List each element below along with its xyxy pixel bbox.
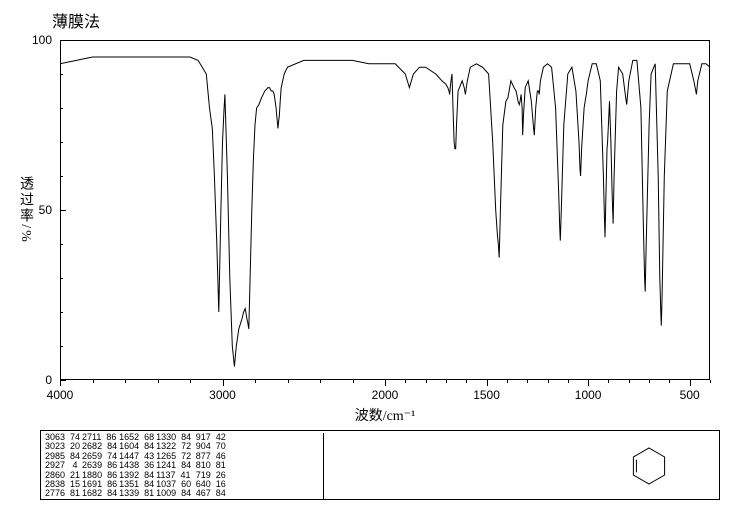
spectrum-figure: 薄膜法 透过率/% 波数/cm⁻¹ 4000300020001500100050…	[0, 0, 738, 510]
y-tick-label: 0	[45, 373, 52, 387]
x-tick-label: 4000	[47, 388, 74, 402]
figure-title: 薄膜法	[52, 8, 100, 32]
x-tick-label: 2000	[372, 388, 399, 402]
y-tick-label: 100	[32, 33, 52, 47]
x-axis-title: 波数/cm⁻¹	[355, 405, 416, 425]
spectrum-line	[60, 40, 710, 380]
peak-table: 3063 74 3023 20 2985 84 2927 4 2860 21 2…	[43, 433, 324, 499]
plot-area: 透过率/% 波数/cm⁻¹ 40003000200015001000500	[60, 40, 710, 380]
x-tick-label: 1000	[575, 388, 602, 402]
x-tick-label: 1500	[473, 388, 500, 402]
y-axis-title: 透过率/%	[15, 176, 35, 244]
x-tick-label: 500	[680, 388, 700, 402]
y-tick-label: 50	[39, 203, 52, 217]
x-tick-label: 3000	[209, 388, 236, 402]
data-box: 3063 74 3023 20 2985 84 2927 4 2860 21 2…	[40, 430, 720, 500]
molecule-structure	[619, 441, 679, 491]
